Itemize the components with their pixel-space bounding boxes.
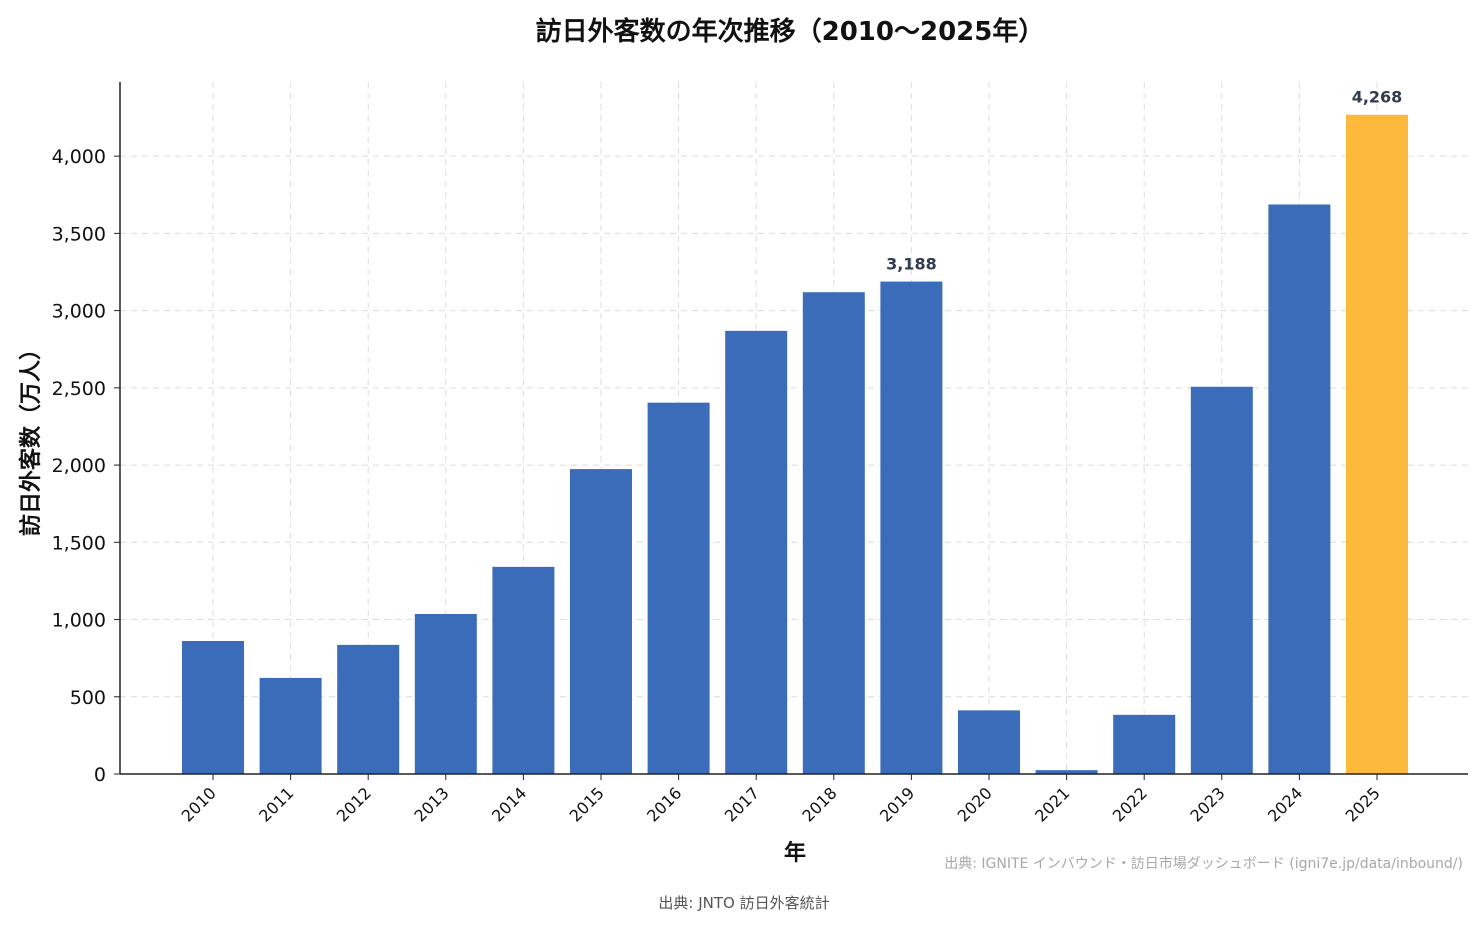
chart-title: 訪日外客数の年次推移（2010〜2025年）	[536, 16, 1045, 47]
bar-2013	[414, 613, 477, 774]
x-tick-label: 2014	[488, 783, 530, 825]
y-tick-label: 2,500	[52, 378, 106, 400]
bar-2020	[958, 710, 1020, 774]
x-tick-label: 2020	[954, 783, 996, 825]
bar-2011	[259, 677, 322, 774]
data-labels: 3,188 4,268	[886, 88, 1402, 274]
y-tick-label: 1,000	[52, 610, 106, 632]
bar-2025	[1346, 114, 1408, 774]
source-note: 出典: JNTO 訪日外客統計	[658, 894, 829, 912]
x-tick-label: 2022	[1109, 783, 1151, 825]
y-tick-label: 1,500	[52, 532, 106, 554]
bar-2015	[570, 469, 632, 774]
x-tick-label: 2025	[1342, 783, 1384, 825]
data-label-2025: 4,268	[1352, 88, 1403, 107]
x-tick-label: 2021	[1031, 783, 1073, 825]
bar-2017	[725, 330, 788, 774]
bar-2019	[880, 281, 943, 774]
x-axis-label: 年	[784, 840, 806, 866]
x-tick-label: 2011	[255, 783, 297, 825]
x-tick-label: 2017	[721, 783, 763, 825]
y-tick-label: 4,000	[52, 146, 106, 168]
x-tick-label: 2019	[876, 783, 918, 825]
y-axis-label: 訪日外客数（万人）	[18, 338, 44, 536]
bar-2024	[1268, 204, 1331, 774]
y-tick-label: 3,500	[52, 223, 106, 245]
x-tick-label: 2018	[798, 783, 840, 825]
bar-2010	[182, 641, 244, 774]
x-tick-label: 2024	[1264, 783, 1306, 825]
x-tick-label: 2015	[566, 783, 608, 825]
data-label-2019: 3,188	[886, 255, 937, 274]
x-tick-label: 2013	[410, 783, 452, 825]
y-tick-label: 500	[70, 687, 106, 709]
grid	[120, 82, 1468, 774]
bar-2012	[337, 644, 400, 774]
x-tick-label: 2012	[333, 783, 375, 825]
y-tick-label: 0	[94, 764, 106, 786]
y-tick-label: 3,000	[52, 301, 106, 323]
bars	[182, 114, 1408, 774]
bar-2021	[1035, 770, 1098, 774]
bar-2018	[802, 292, 865, 774]
bar-2014	[492, 566, 555, 774]
x-tick-label: 2023	[1186, 783, 1228, 825]
x-tick-label: 2016	[643, 783, 685, 825]
bar-2022	[1113, 714, 1176, 774]
bar-2023	[1190, 386, 1253, 774]
x-tick-label: 2010	[178, 783, 220, 825]
bar-2016	[647, 402, 710, 774]
watermark-text: 出典: IGNITE インバウンド・訪日市場ダッシュボード (igni7e.jp…	[944, 855, 1463, 872]
y-tick-label: 2,000	[52, 455, 106, 477]
